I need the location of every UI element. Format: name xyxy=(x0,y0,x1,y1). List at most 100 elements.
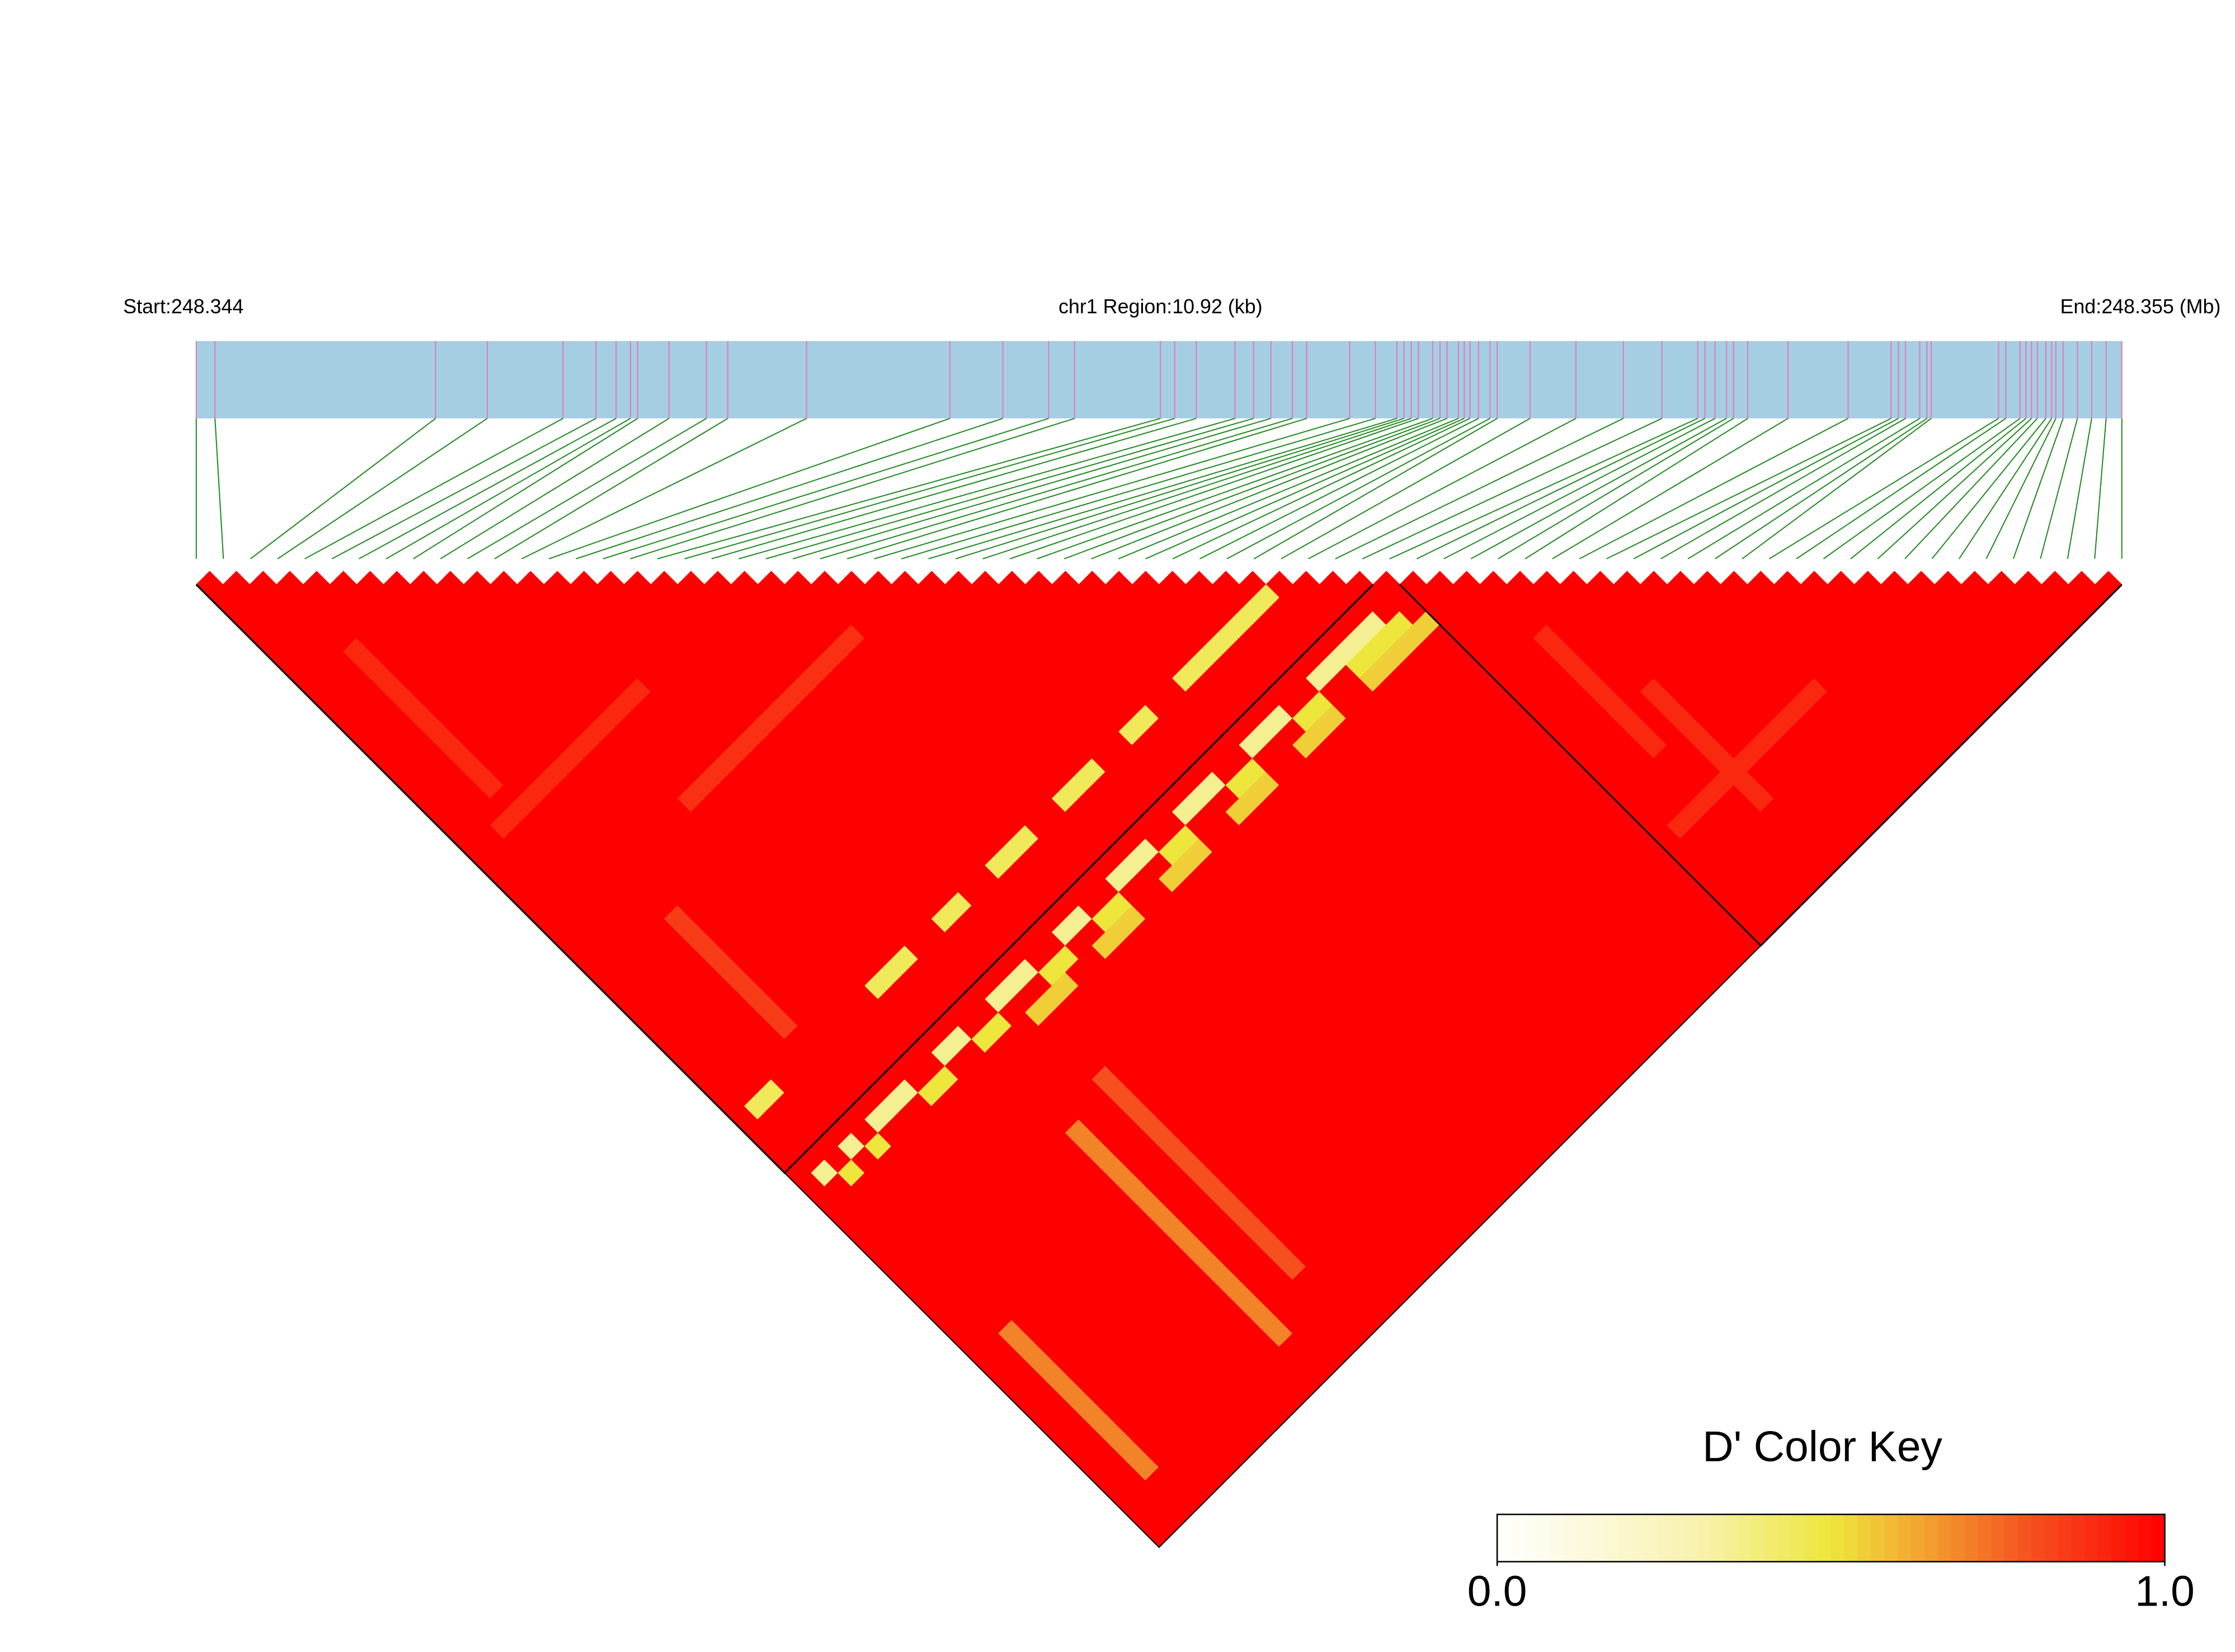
snp-connector xyxy=(846,417,1307,559)
snp-connector xyxy=(1470,418,1727,559)
snp-connector xyxy=(1552,418,1789,559)
color-key-segment xyxy=(1604,1514,1618,1562)
snp-connector xyxy=(331,418,596,559)
snp-connector xyxy=(1524,418,1748,559)
snp-connector xyxy=(1498,418,1734,559)
color-key-tick-label: 0.0 xyxy=(1467,1568,1527,1616)
snp-connector xyxy=(1660,418,1906,559)
color-key-segment xyxy=(1737,1514,1752,1562)
color-key-segment xyxy=(1831,1514,1845,1562)
color-key-tick-label: 1.0 xyxy=(2135,1568,2195,1616)
color-key-segment xyxy=(1644,1514,1658,1562)
snp-connector xyxy=(1985,418,2057,559)
color-key-segment xyxy=(1764,1514,1778,1562)
color-key-segment xyxy=(1497,1514,1511,1562)
end-label: End:248.355 (Mb) xyxy=(2060,295,2220,318)
snp-connector xyxy=(385,418,631,559)
color-key-segment xyxy=(1711,1514,1725,1562)
color-key-segment xyxy=(2044,1514,2059,1562)
snp-connector xyxy=(1307,418,1577,559)
snp-connector xyxy=(684,417,1175,559)
color-key-segment xyxy=(2005,1514,2018,1562)
region-bar xyxy=(196,341,2122,418)
color-key-segment xyxy=(2071,1514,2086,1562)
color-key-segment xyxy=(1523,1514,1538,1562)
snp-connector xyxy=(1443,418,1716,559)
snp-connector xyxy=(1416,418,1706,559)
snp-connector xyxy=(1064,417,1441,559)
snp-connector xyxy=(1281,418,1531,559)
color-key-segment xyxy=(1791,1514,1805,1562)
snp-connector xyxy=(603,417,1049,559)
color-key-segment xyxy=(1857,1514,1872,1562)
snp-connector xyxy=(440,418,670,559)
color-key-segment xyxy=(1871,1514,1885,1562)
snp-connector xyxy=(1037,417,1433,559)
snp-connector xyxy=(250,418,436,559)
snp-connector xyxy=(1362,417,1663,559)
color-key-segment xyxy=(2124,1514,2139,1562)
color-key-segment xyxy=(2017,1514,2032,1562)
snp-connector xyxy=(1768,418,1999,559)
color-key-segment xyxy=(1978,1514,1992,1562)
color-key-segment xyxy=(2138,1514,2152,1562)
snp-connector xyxy=(359,418,617,559)
color-key-segment xyxy=(1564,1514,1578,1562)
snp-connector xyxy=(277,418,488,559)
color-key-segment xyxy=(1537,1514,1551,1562)
key-title: D' Color Key xyxy=(1702,1423,1942,1471)
snp-connector xyxy=(1606,418,1891,559)
snp-connector xyxy=(955,417,1404,559)
snp-connector xyxy=(738,417,1235,559)
color-key-segment xyxy=(2151,1514,2166,1562)
color-key-segment xyxy=(1671,1514,1685,1562)
color-key-segment xyxy=(1684,1514,1698,1562)
snp-connector xyxy=(1796,418,2006,559)
snp-connector xyxy=(2067,418,2092,559)
color-key-segment xyxy=(2031,1514,2045,1562)
snp-connector xyxy=(214,418,224,559)
snp-connector xyxy=(1742,418,1932,559)
snp-connector xyxy=(1877,418,2032,559)
color-key-segment xyxy=(1804,1514,1818,1562)
ld-block-outline xyxy=(1399,583,2123,947)
color-key-segment xyxy=(1751,1514,1765,1562)
snp-connector xyxy=(1253,418,1498,559)
color-key-segment xyxy=(1777,1514,1791,1562)
snp-connector xyxy=(657,417,1161,559)
color-key-segment xyxy=(1511,1514,1524,1562)
snp-connector xyxy=(576,417,1003,559)
color-key-segment xyxy=(1591,1514,1605,1562)
snp-connector xyxy=(1958,418,2053,559)
color-key-segment xyxy=(1817,1514,1832,1562)
snp-connector xyxy=(1579,418,1848,559)
snp-connector xyxy=(1091,417,1447,559)
snp-connector xyxy=(1687,418,1921,559)
snp-connector xyxy=(1145,417,1465,559)
snp-connector xyxy=(982,417,1411,559)
color-key-segment xyxy=(1724,1514,1738,1562)
snp-connector xyxy=(2094,418,2107,559)
snp-connector xyxy=(413,418,638,559)
color-key-segment xyxy=(1924,1514,1938,1562)
snp-connector xyxy=(1335,418,1624,559)
ld-block-outline xyxy=(195,583,1374,1174)
region-label: chr1 Region:10.92 (kb) xyxy=(1058,295,1263,318)
snp-connector xyxy=(1389,417,1698,559)
snp-connector xyxy=(494,418,728,559)
snp-connector xyxy=(928,417,1398,559)
snp-connector xyxy=(874,417,1350,559)
snp-connector xyxy=(1009,417,1419,559)
snp-connector xyxy=(1172,417,1470,559)
color-key-segment xyxy=(1937,1514,1952,1562)
snp-connector xyxy=(1823,418,2021,559)
color-key-segment xyxy=(2111,1514,2125,1562)
snp-connector xyxy=(1904,418,2038,559)
color-key-segment xyxy=(1991,1514,2005,1562)
snp-connector xyxy=(1118,417,1459,559)
start-label: Start:248.344 xyxy=(123,295,243,318)
color-key-segment xyxy=(1577,1514,1591,1562)
color-key-segment xyxy=(1550,1514,1565,1562)
